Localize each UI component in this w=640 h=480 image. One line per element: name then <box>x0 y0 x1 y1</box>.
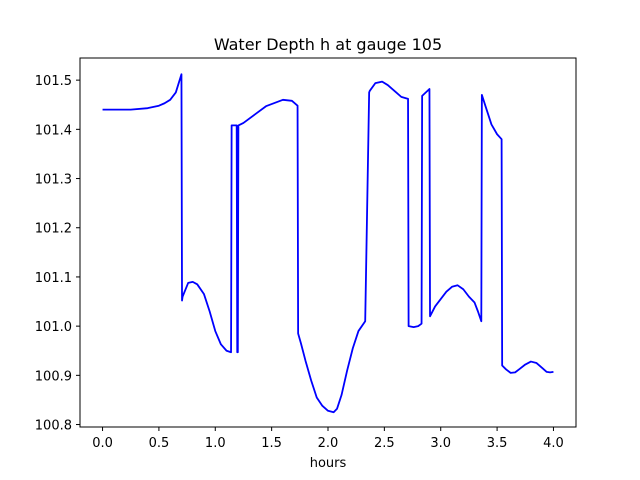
y-tick-label: 101.5 <box>35 74 72 89</box>
x-axis-label: hours <box>310 456 347 471</box>
y-axis: 100.8 100.9 101.0 101.1 101.2 101.3 101.4 101.5 <box>35 74 80 434</box>
x-tick-label: 1.0 <box>205 436 226 451</box>
y-tick-label: 100.9 <box>35 369 72 384</box>
x-tick-label: 4.0 <box>543 436 564 451</box>
x-tick-label: 1.5 <box>261 436 282 451</box>
x-tick-label: 3.5 <box>487 436 508 451</box>
y-tick-label: 100.8 <box>35 419 72 434</box>
x-tick-label: 2.0 <box>318 436 339 451</box>
x-tick-label: 2.5 <box>374 436 395 451</box>
y-tick-label: 101.3 <box>35 173 72 188</box>
x-tick-label: 3.0 <box>430 436 451 451</box>
chart-title: Water Depth h at gauge 105 <box>214 35 442 54</box>
x-axis: 0.0 0.5 1.0 1.5 2.0 2.5 3.0 3.5 4.0 <box>92 427 564 451</box>
plot-area <box>102 73 554 414</box>
y-tick-label: 101.2 <box>35 222 72 237</box>
series-line-0 <box>102 73 554 414</box>
x-tick-label: 0.0 <box>92 436 113 451</box>
y-tick-label: 101.1 <box>35 271 72 286</box>
y-tick-label: 101.4 <box>35 123 72 138</box>
x-tick-label: 0.5 <box>149 436 170 451</box>
y-tick-label: 101.0 <box>35 320 72 335</box>
